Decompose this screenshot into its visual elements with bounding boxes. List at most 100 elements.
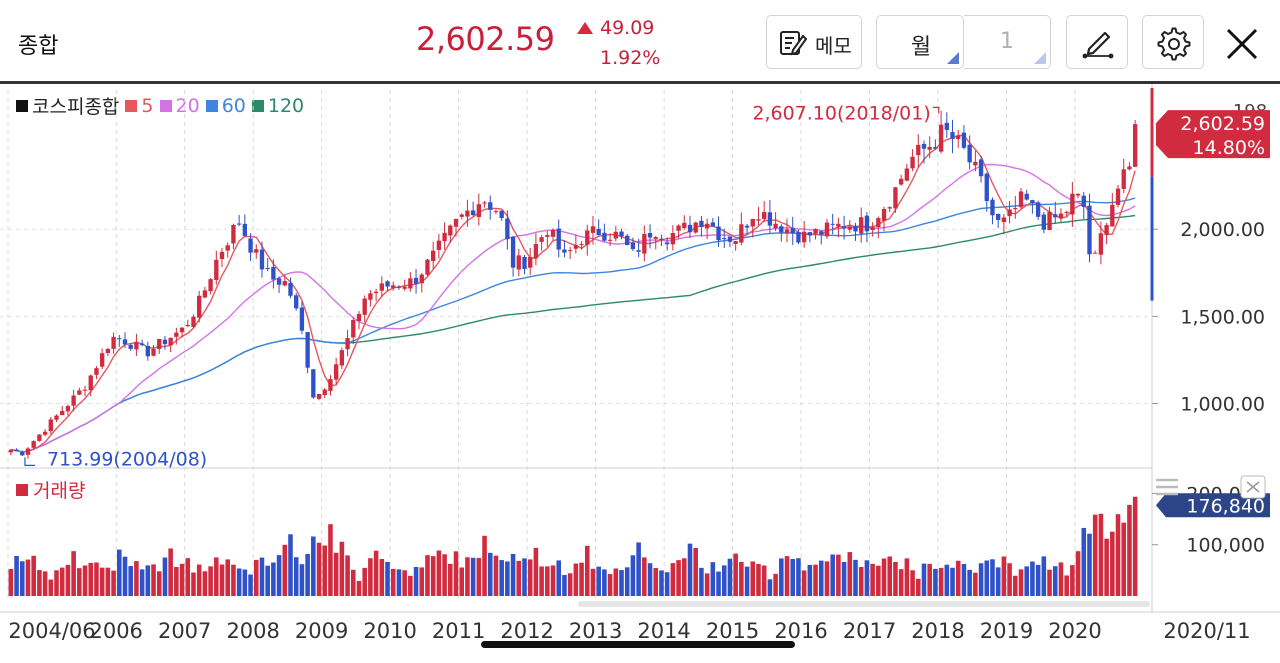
volume-bar (682, 558, 687, 596)
price-change-percent: 1.92% (600, 47, 661, 69)
volume-bar (1127, 504, 1132, 596)
volume-bar (693, 547, 698, 596)
last-volume-label: 176,840 (1186, 495, 1265, 517)
dropdown-corner-icon (947, 52, 959, 64)
volume-bar (567, 573, 573, 596)
price-chart[interactable]: 1,000.001,500.002,000.00100,000200,00020… (0, 84, 1280, 644)
candle (448, 225, 453, 236)
volume-bar (1013, 575, 1018, 596)
candle (539, 237, 544, 242)
unit-select[interactable]: 1 (964, 15, 1051, 69)
volume-bar (836, 554, 841, 596)
candle (162, 339, 168, 345)
volume-bar (516, 560, 522, 596)
volume-bar (419, 567, 425, 596)
volume-bar (373, 550, 379, 596)
volume-bar (876, 565, 881, 596)
home-indicator[interactable] (481, 641, 795, 648)
candle (305, 332, 310, 368)
volume-bar (864, 560, 870, 596)
candle (893, 187, 898, 209)
memo-button[interactable]: 메모 (766, 15, 862, 69)
candle (128, 344, 133, 349)
volume-bar (328, 524, 333, 596)
volume-bar (927, 563, 932, 596)
candle (1087, 205, 1092, 255)
candle (996, 213, 1001, 220)
candle (1075, 193, 1081, 196)
candle (967, 144, 972, 163)
candle (744, 225, 750, 228)
volume-bar (242, 569, 248, 596)
settings-button[interactable] (1142, 15, 1204, 69)
candle (373, 291, 379, 294)
chart-legend: 코스피종합 5 20 60 120 (16, 92, 310, 119)
close-icon[interactable] (1222, 24, 1262, 64)
candle (488, 202, 493, 210)
volume-bar (961, 564, 967, 596)
candle (1041, 214, 1047, 230)
volume-bar (253, 559, 259, 596)
candle (436, 240, 442, 250)
drawing-tool-button[interactable] (1066, 15, 1128, 69)
volume-bar (31, 555, 36, 596)
volume-bar (562, 574, 567, 596)
volume-bar (938, 567, 944, 596)
volume-bar (539, 566, 544, 596)
time-axis-label: 2016 (774, 619, 827, 643)
candle (20, 452, 25, 456)
candle (636, 250, 641, 252)
candle (876, 218, 881, 228)
candle (664, 242, 670, 245)
candle (82, 389, 88, 391)
dropdown-corner-icon (1034, 52, 1046, 64)
volume-bar (1041, 556, 1047, 596)
volume-bar (773, 573, 778, 596)
candle (385, 281, 390, 287)
volume-bar (779, 558, 784, 596)
volume-bar (436, 550, 442, 596)
volume-bar (430, 556, 436, 596)
candle (704, 223, 710, 229)
price-change: 49.09 (600, 17, 655, 39)
last-price-badge (1156, 110, 1270, 159)
candle (596, 228, 601, 236)
volume-bar (1035, 564, 1041, 596)
volume-bar (282, 544, 288, 596)
memo-icon (780, 31, 807, 56)
candle (642, 233, 647, 254)
volume-bar (448, 563, 453, 596)
volume-bar (750, 561, 756, 596)
period-select[interactable]: 월 (876, 15, 964, 69)
legend-main-label: 코스피종합 (32, 96, 120, 118)
candle (14, 449, 19, 452)
legend-swatch (159, 99, 172, 112)
candle (322, 389, 327, 396)
volume-bar (915, 578, 921, 596)
candle (670, 233, 676, 245)
volume-bar (236, 568, 242, 596)
candle (699, 220, 704, 227)
candle (208, 279, 213, 292)
volume-bar (77, 568, 82, 596)
volume-bar (1018, 569, 1024, 596)
volume-bar (796, 558, 801, 596)
candle (630, 242, 636, 250)
candle (762, 211, 767, 220)
period-label: 월 (910, 35, 932, 60)
candle (31, 441, 36, 448)
volume-bar (396, 569, 402, 596)
candle (139, 343, 145, 346)
volume-bar (14, 555, 19, 596)
candle (796, 232, 801, 243)
volume-bar (801, 570, 807, 596)
candle (927, 146, 932, 150)
volume-bar (807, 564, 813, 596)
candle (231, 225, 236, 244)
volume-bar (613, 568, 619, 596)
volume-bar (739, 561, 744, 596)
candle (779, 226, 784, 233)
volume-bar (545, 566, 550, 596)
candle (254, 249, 259, 253)
last-percent-label: 14.80% (1193, 137, 1265, 159)
